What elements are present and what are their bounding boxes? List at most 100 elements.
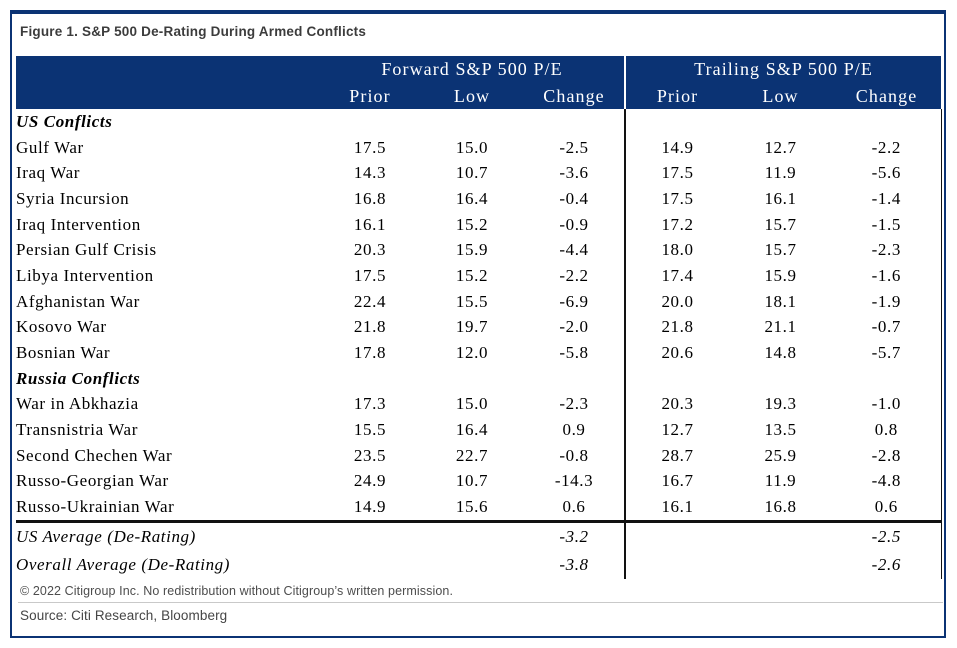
value-cell: -6.9 <box>559 291 589 311</box>
summary-forward-change-cell: -3.8 <box>559 555 589 574</box>
empty-cell <box>320 551 420 579</box>
value-cell: 19.3 <box>764 394 797 414</box>
value-cell: -0.4 <box>559 188 589 208</box>
value-cell: 23.5 <box>353 445 387 465</box>
value-cell: -14.3 <box>554 471 594 491</box>
value-cell: -1.6 <box>832 263 942 289</box>
table-row: Russo-Ukrainian War 14.9 15.6 0.6 16.1 16.8 0.… <box>16 494 942 522</box>
value-cell: 21.8 <box>624 314 730 341</box>
value-cell: -1.0 <box>832 391 942 418</box>
value-cell: -0.7 <box>832 314 942 341</box>
value-cell: -2.2 <box>832 134 942 161</box>
value-cell: 0.9 <box>562 420 586 440</box>
value-cell: 12.7 <box>624 417 730 443</box>
summary-row: Overall Average (De-Rating) -3.8 -2.6 <box>16 551 942 579</box>
value-cell: 19.7 <box>455 317 489 337</box>
column-header-forward-change: Change <box>524 83 626 109</box>
value-cell: 15.9 <box>764 265 797 285</box>
summary-row: US Average (De-Rating) -3.2 -2.5 <box>16 520 942 551</box>
empty-cell <box>420 520 524 551</box>
value-cell: 16.7 <box>624 468 730 495</box>
value-cell: 16.8 <box>353 188 387 208</box>
value-cell: -4.8 <box>832 468 942 495</box>
table-row: War in Abkhazia 17.3 15.0 -2.3 20.3 19.3 -1.0 <box>16 391 942 418</box>
value-cell: 17.4 <box>624 263 730 289</box>
value-cell: 16.1 <box>353 214 387 234</box>
value-cell: 0.6 <box>562 497 586 517</box>
table-row: Transnistria War 15.5 16.4 0.9 12.7 13.5 0.8 <box>16 417 942 443</box>
value-cell: -0.9 <box>559 214 589 234</box>
conflict-name-cell: Transnistria War <box>16 420 138 440</box>
value-cell: 0.6 <box>832 494 942 522</box>
group-header-row: Forward S&P 500 P/E Trailing S&P 500 P/E <box>16 56 942 83</box>
conflict-name-cell: Russo-Ukrainian War <box>16 497 175 517</box>
conflict-name-cell: Afghanistan War <box>16 291 140 311</box>
value-cell: 17.5 <box>353 265 387 285</box>
value-cell: 14.9 <box>624 134 730 161</box>
value-cell: 22.7 <box>455 445 489 465</box>
empty-cell <box>320 520 420 551</box>
value-cell: 12.0 <box>455 343 489 363</box>
source-text: Source: Citi Research, Bloomberg <box>20 608 228 623</box>
conflict-name-cell: Persian Gulf Crisis <box>16 240 157 260</box>
value-cell: 15.0 <box>455 394 489 414</box>
section-label: Russia Conflicts <box>16 368 141 388</box>
value-cell: -2.5 <box>559 137 589 157</box>
value-cell: 16.4 <box>455 420 489 440</box>
column-header-forward-low: Low <box>420 83 524 109</box>
value-cell: 15.7 <box>764 240 797 260</box>
trailing-group-header: Trailing S&P 500 P/E <box>624 56 942 83</box>
value-cell: 15.5 <box>353 420 387 440</box>
conflict-name-cell: Iraq War <box>16 163 80 183</box>
value-cell: 28.7 <box>624 442 730 469</box>
value-cell: 17.3 <box>353 394 387 414</box>
corner-cell <box>16 56 320 83</box>
conflict-name-cell: Kosovo War <box>16 317 107 337</box>
table-row: Libya Intervention 17.5 15.2 -2.2 17.4 15.9 -1… <box>16 263 942 289</box>
value-cell: 20.3 <box>624 391 730 418</box>
value-cell: -3.6 <box>559 163 589 183</box>
value-cell: 10.7 <box>455 471 489 491</box>
table-row: Russo-Georgian War 24.9 10.7 -14.3 16.7 11.9 -… <box>16 468 942 495</box>
value-cell: 16.1 <box>764 188 797 208</box>
figure-frame: Figure 1. S&P 500 De-Rating During Armed… <box>10 10 946 638</box>
sub-header-row: Prior Low Change Prior Low Change <box>16 83 942 109</box>
column-header-trailing-prior: Prior <box>624 83 730 109</box>
value-cell: 21.1 <box>764 317 797 337</box>
value-cell: 25.9 <box>764 445 797 465</box>
value-cell: -2.0 <box>559 317 589 337</box>
summary-label-cell: US Average (De-Rating) <box>16 520 320 551</box>
column-header-forward-prior: Prior <box>320 83 420 109</box>
value-cell: 20.0 <box>624 288 730 315</box>
section-header-row: US Conflicts <box>16 109 942 135</box>
value-cell: -5.6 <box>832 160 942 187</box>
value-cell: -5.8 <box>559 343 589 363</box>
table-row: Afghanistan War 22.4 15.5 -6.9 20.0 18.1 -1.9 <box>16 288 942 315</box>
conflict-name-cell: Gulf War <box>16 137 84 157</box>
column-header-trailing-change: Change <box>832 83 942 109</box>
table-row: Kosovo War 21.8 19.7 -2.0 21.8 21.1 -0.7 <box>16 314 942 341</box>
value-cell: 11.9 <box>764 163 797 183</box>
empty-cell <box>729 520 833 551</box>
conflict-name-cell: Iraq Intervention <box>16 214 141 234</box>
value-cell: -1.4 <box>832 186 942 212</box>
value-cell: 15.7 <box>764 214 797 234</box>
value-cell: 22.4 <box>353 291 387 311</box>
value-cell: -1.5 <box>832 211 942 238</box>
table-row: Bosnian War 17.8 12.0 -5.8 20.6 14.8 -5.7 <box>16 340 942 366</box>
conflict-name-cell: War in Abkhazia <box>16 394 139 414</box>
section-row-filler <box>624 365 942 392</box>
empty-cell <box>624 520 730 551</box>
value-cell: 14.3 <box>353 163 387 183</box>
summary-label-cell: Overall Average (De-Rating) <box>16 555 231 574</box>
value-cell: -4.4 <box>559 240 589 260</box>
corner-cell <box>16 83 320 109</box>
value-cell: 13.5 <box>764 420 797 440</box>
summary-forward-change-cell: -3.2 <box>524 520 626 551</box>
value-cell: -1.9 <box>832 288 942 315</box>
value-cell: -5.7 <box>832 340 942 366</box>
value-cell: 17.8 <box>353 343 387 363</box>
value-cell: 10.7 <box>455 163 489 183</box>
conflict-name-cell: Russo-Georgian War <box>16 471 169 491</box>
table-row: Iraq Intervention 16.1 15.2 -0.9 17.2 15.7 -1.… <box>16 211 942 238</box>
